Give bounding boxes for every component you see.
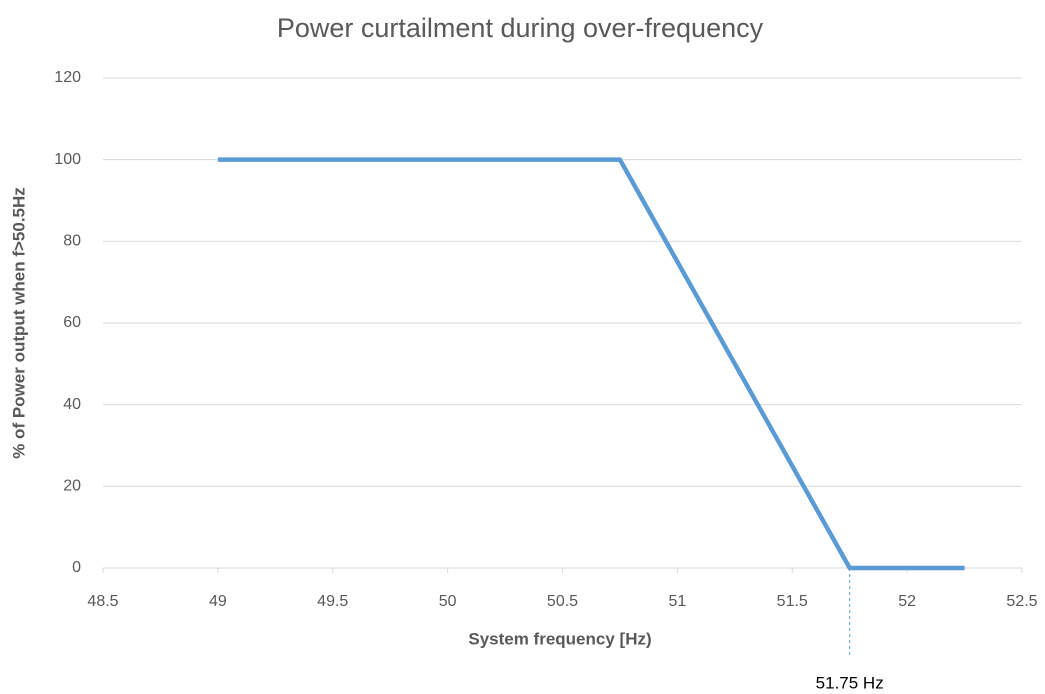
x-tick-label: 48.5	[87, 593, 118, 610]
y-tick-label: 0	[72, 559, 81, 576]
x-tick-label: 51	[668, 593, 686, 610]
y-tick-label: 20	[63, 478, 81, 495]
annotation: 51.75 Hz	[816, 673, 884, 692]
x-tick-label: 50	[439, 593, 457, 610]
x-tick-label: 52	[898, 593, 916, 610]
y-tick-label: 120	[54, 69, 81, 86]
y-tick-label: 60	[63, 314, 81, 331]
y-tick-label: 100	[54, 151, 81, 168]
x-tick-label: 50.5	[547, 593, 578, 610]
y-tick-label: 40	[63, 396, 81, 413]
x-axis-label: System frequency [Hz)	[468, 629, 651, 648]
chart-title: Power curtailment during over-frequency	[277, 13, 764, 43]
y-tick-label: 80	[63, 233, 81, 250]
x-tick-label: 49	[209, 593, 227, 610]
line	[217, 157, 965, 571]
x-tick-label: 51.5	[777, 593, 808, 610]
x-tick-label: 52.5	[1006, 593, 1037, 610]
x-tick-label: 49.5	[317, 593, 348, 610]
y-axis-label: % of Power output when f>50.5Hz	[9, 187, 28, 459]
